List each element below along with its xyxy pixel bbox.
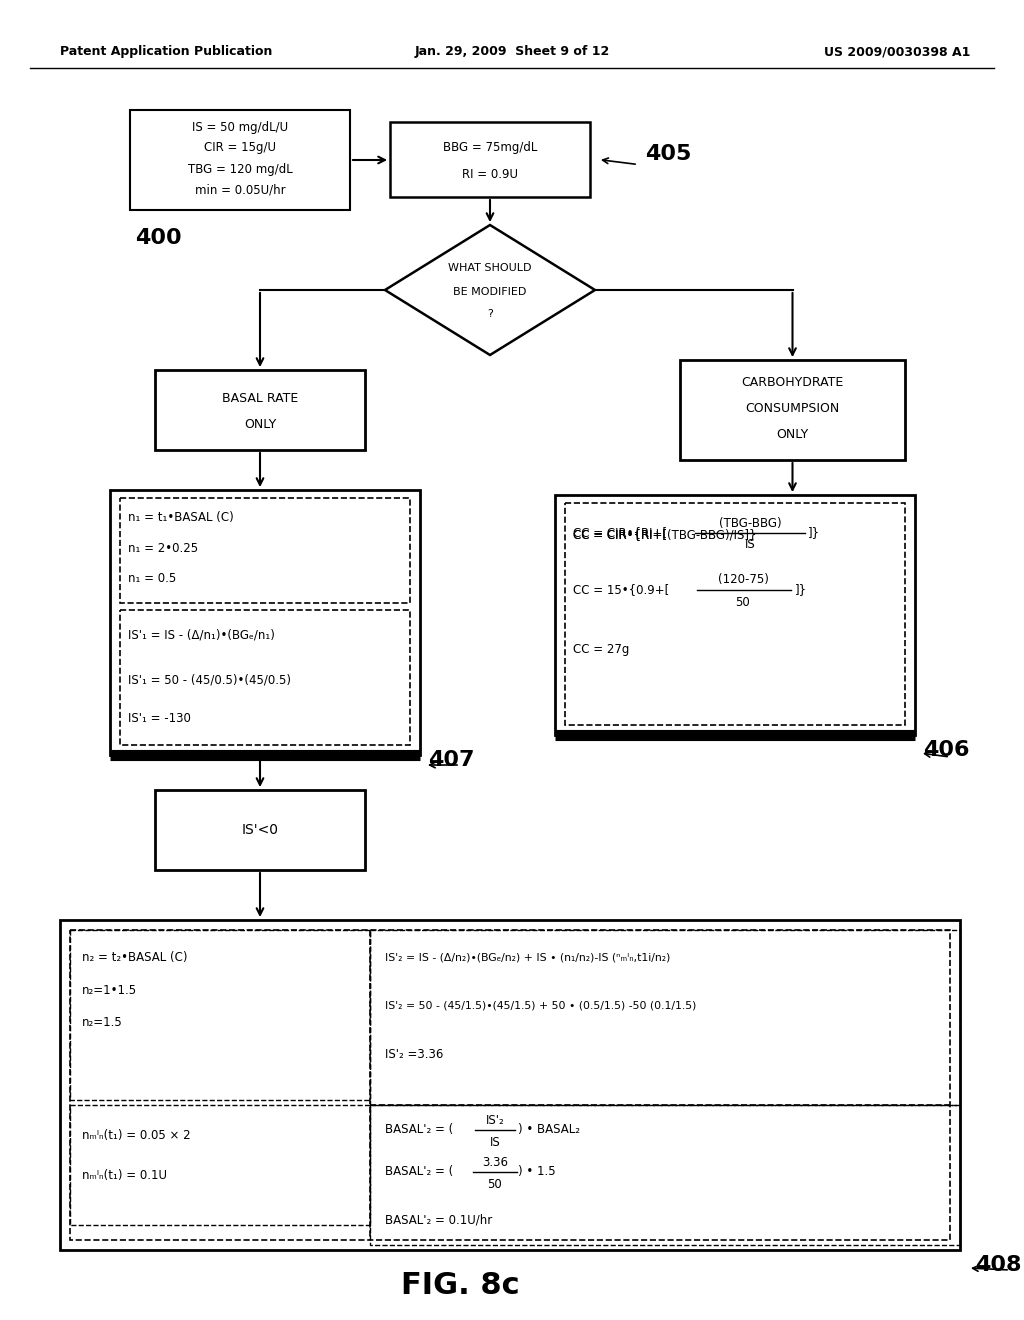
- Text: ) • BASAL₂: ) • BASAL₂: [518, 1123, 580, 1137]
- Text: ]}: ]}: [808, 527, 820, 540]
- Text: CC = CIR•{RI+[: CC = CIR•{RI+[: [573, 527, 667, 540]
- Text: IS = 50 mg/dL/U: IS = 50 mg/dL/U: [191, 121, 288, 135]
- Text: FIG. 8c: FIG. 8c: [400, 1270, 519, 1299]
- Text: 400: 400: [135, 228, 181, 248]
- Text: 50: 50: [735, 595, 751, 609]
- FancyBboxPatch shape: [155, 789, 365, 870]
- Text: CARBOHYDRATE: CARBOHYDRATE: [741, 375, 844, 388]
- Text: US 2009/0030398 A1: US 2009/0030398 A1: [823, 45, 970, 58]
- FancyBboxPatch shape: [555, 495, 915, 735]
- FancyBboxPatch shape: [130, 110, 350, 210]
- Text: 406: 406: [923, 741, 970, 760]
- Text: nₘᴵₙ(t₁) = 0.1U: nₘᴵₙ(t₁) = 0.1U: [82, 1168, 167, 1181]
- Text: TBG = 120 mg/dL: TBG = 120 mg/dL: [187, 164, 293, 177]
- Text: CC = 27g: CC = 27g: [573, 644, 630, 656]
- Text: (TBG-BBG): (TBG-BBG): [719, 516, 781, 529]
- FancyBboxPatch shape: [155, 370, 365, 450]
- Text: n₁ = 0.5: n₁ = 0.5: [128, 572, 176, 585]
- Text: Jan. 29, 2009  Sheet 9 of 12: Jan. 29, 2009 Sheet 9 of 12: [415, 45, 609, 58]
- Text: ) • 1.5: ) • 1.5: [518, 1166, 556, 1179]
- Text: n₂ = t₂•BASAL (C): n₂ = t₂•BASAL (C): [82, 952, 187, 965]
- Text: IS'₁ = IS - (Δ/n₁)•(BGₑ⁤/n₁): IS'₁ = IS - (Δ/n₁)•(BGₑ⁤/n₁): [128, 628, 274, 642]
- Text: IS'₂: IS'₂: [485, 1114, 505, 1126]
- Text: Patent Application Publication: Patent Application Publication: [60, 45, 272, 58]
- Text: 407: 407: [428, 750, 474, 770]
- Text: n₁ = 2•0.25: n₁ = 2•0.25: [128, 541, 198, 554]
- Text: 408: 408: [975, 1255, 1022, 1275]
- Text: BBG = 75mg/dL: BBG = 75mg/dL: [442, 140, 538, 153]
- Text: ONLY: ONLY: [776, 428, 809, 441]
- Text: ?: ?: [487, 309, 493, 319]
- Text: IS'<0: IS'<0: [242, 822, 279, 837]
- Text: IS'₂ = IS - (Δ/n₂)•(BGₑ⁤/n₂) + IS • (n₁/n₂)-IS (ⁿₘᴵₙ,t1i/n₂): IS'₂ = IS - (Δ/n₂)•(BGₑ⁤/n₂) + IS • (n₁/…: [385, 953, 671, 964]
- Text: nₘᴵₙ(t₁) = 0.05 × 2: nₘᴵₙ(t₁) = 0.05 × 2: [82, 1129, 190, 1142]
- Text: BASAL'₂ = 0.1U/hr: BASAL'₂ = 0.1U/hr: [385, 1213, 493, 1226]
- Text: BASAL RATE: BASAL RATE: [222, 392, 298, 404]
- Text: 405: 405: [645, 144, 691, 165]
- Text: CONSUMPSION: CONSUMPSION: [745, 401, 840, 414]
- Text: CC = CIR•{RI+[(TBG-BBG)/IS]}: CC = CIR•{RI+[(TBG-BBG)/IS]}: [573, 528, 757, 541]
- Text: IS'₁ = 50 - (45/0.5)•(45/0.5): IS'₁ = 50 - (45/0.5)•(45/0.5): [128, 673, 291, 686]
- Text: BASAL'₂ = (: BASAL'₂ = (: [385, 1166, 454, 1179]
- Text: (120-75): (120-75): [718, 573, 768, 586]
- FancyBboxPatch shape: [680, 360, 905, 459]
- Text: BE MODIFIED: BE MODIFIED: [454, 286, 526, 297]
- Text: CC = 15•{0.9+[: CC = 15•{0.9+[: [573, 583, 670, 597]
- Text: CIR = 15g/U: CIR = 15g/U: [204, 141, 276, 154]
- Text: ]}: ]}: [795, 583, 807, 597]
- Text: RI = 0.9U: RI = 0.9U: [462, 168, 518, 181]
- Text: BASAL'₂ = (: BASAL'₂ = (: [385, 1123, 454, 1137]
- Text: ONLY: ONLY: [244, 418, 276, 432]
- Text: IS'₁ = -130: IS'₁ = -130: [128, 711, 190, 725]
- Text: 50: 50: [487, 1177, 503, 1191]
- Text: n₂=1.5: n₂=1.5: [82, 1015, 123, 1028]
- FancyBboxPatch shape: [60, 920, 961, 1250]
- Text: IS'₂ =3.36: IS'₂ =3.36: [385, 1048, 443, 1061]
- Text: IS: IS: [489, 1135, 501, 1148]
- Text: IS: IS: [744, 539, 756, 552]
- Text: n₁ = t₁•BASAL (C): n₁ = t₁•BASAL (C): [128, 511, 233, 524]
- Text: IS'₂ = 50 - (45/1.5)•(45/1.5) + 50 • (0.5/1.5) -50 (0.1/1.5): IS'₂ = 50 - (45/1.5)•(45/1.5) + 50 • (0.…: [385, 1001, 696, 1010]
- Text: n₂=1•1.5: n₂=1•1.5: [82, 983, 137, 997]
- Text: min = 0.05U/hr: min = 0.05U/hr: [195, 183, 286, 197]
- FancyBboxPatch shape: [110, 490, 420, 755]
- Text: WHAT SHOULD: WHAT SHOULD: [449, 263, 531, 273]
- Text: CC = CIR•{RI+[: CC = CIR•{RI+[: [573, 528, 667, 541]
- Polygon shape: [385, 224, 595, 355]
- FancyBboxPatch shape: [390, 121, 590, 197]
- Text: 3.36: 3.36: [482, 1155, 508, 1168]
